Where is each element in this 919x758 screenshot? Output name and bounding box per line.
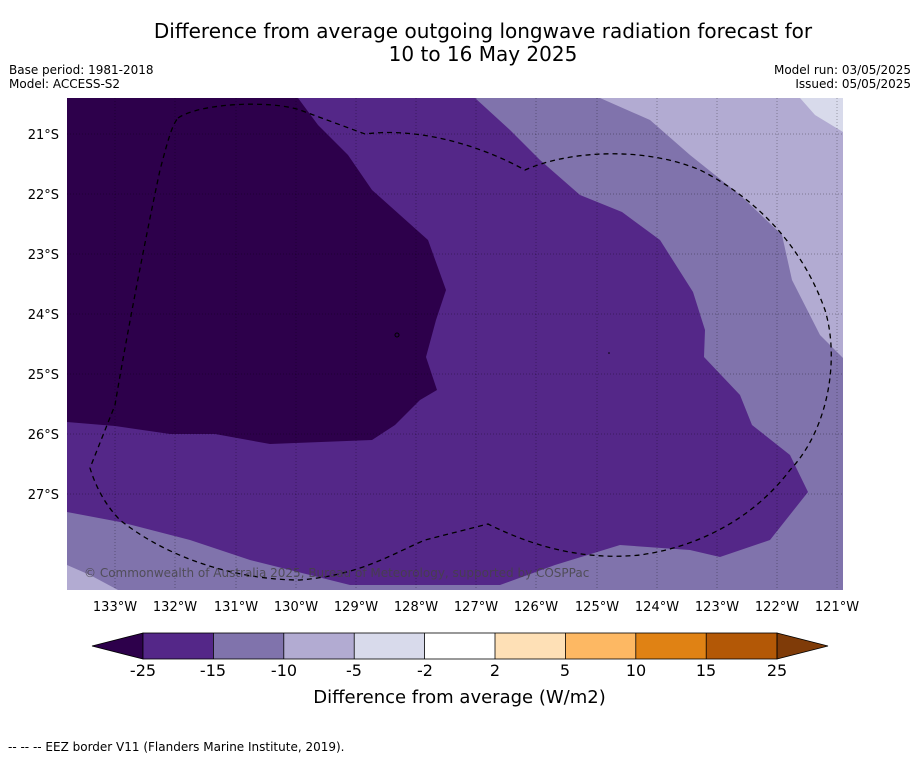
colorbar-swatch: [143, 633, 214, 659]
lon-label: 123°W: [695, 600, 739, 615]
colorbar-swatch: [635, 633, 707, 659]
meta-left: Base period: 1981-2018 Model: ACCESS-S2: [9, 63, 154, 91]
lon-label: 126°W: [514, 600, 558, 615]
colorbar-tick: -25: [130, 661, 156, 680]
colorbar-swatch: [706, 633, 777, 659]
colorbar-swatch: [495, 633, 566, 659]
lon-label: 132°W: [153, 600, 197, 615]
colorbar-tick: -2: [417, 661, 433, 680]
lon-label: 127°W: [454, 600, 498, 615]
base-period: Base period: 1981-2018: [9, 63, 154, 77]
lon-label: 131°W: [214, 600, 258, 615]
latitude-labels: 21°S 22°S 23°S 24°S 25°S 26°S 27°S: [28, 128, 59, 503]
lat-label: 27°S: [28, 488, 59, 503]
colorbar-swatch: [213, 633, 284, 659]
lon-label: 125°W: [575, 600, 619, 615]
colorbar-tick: -15: [200, 661, 226, 680]
region-lightest-ne: [800, 98, 843, 132]
chart-title-line2: 10 to 16 May 2025: [388, 42, 578, 66]
colorbar-extend-high: [776, 632, 829, 660]
region-lighter-ne: [600, 98, 843, 358]
colorbar-outline: [142, 632, 778, 660]
lat-label: 25°S: [28, 368, 59, 383]
meta-right: Model run: 03/05/2025 Issued: 05/05/2025: [774, 63, 911, 91]
lat-label: 24°S: [28, 308, 59, 323]
colorbar-label: Difference from average (W/m2): [313, 687, 606, 708]
island-marker: [394, 332, 400, 338]
lat-label: 21°S: [28, 128, 59, 143]
colorbar-swatch: [354, 633, 425, 659]
colorbar-tick: 10: [626, 661, 646, 680]
copyright-text: © Commonwealth of Australia 2025, Bureau…: [84, 566, 589, 580]
colorbar-tick: 15: [696, 661, 716, 680]
chart-title-line1: Difference from average outgoing longwav…: [153, 19, 813, 43]
eez-border-dashed: [89, 103, 832, 581]
region-light-sw: [67, 565, 118, 590]
map-gridlines: [67, 98, 843, 590]
colorbar: [91, 632, 829, 660]
model-run: Model run: 03/05/2025: [773, 63, 911, 77]
colorbar-swatch: [283, 633, 355, 659]
colorbar-tick: 5: [560, 661, 570, 680]
lon-label: 122°W: [755, 600, 799, 615]
olr-anomaly-fills: [67, 98, 843, 590]
issued-date: Issued: 05/05/2025: [795, 77, 911, 91]
longitude-labels: 133°W 132°W 131°W 130°W 129°W 128°W 127°…: [93, 600, 859, 615]
colorbar-tick-labels: -25 -15 -10 -5 -2 2 5 10 15 25: [130, 661, 787, 680]
lon-label: 130°W: [274, 600, 318, 615]
lat-label: 23°S: [28, 248, 59, 263]
model-name: Model: ACCESS-S2: [9, 77, 121, 91]
colorbar-tick: -10: [271, 661, 297, 680]
lat-label: 22°S: [28, 188, 59, 203]
island-marker: [608, 352, 610, 354]
lon-label: 129°W: [334, 600, 378, 615]
colorbar-tick: 2: [490, 661, 500, 680]
colorbar-tick: -5: [346, 661, 362, 680]
colorbar-tick: 25: [767, 661, 787, 680]
colorbar-swatch: [424, 633, 495, 659]
lon-label: 128°W: [394, 600, 438, 615]
lon-label: 133°W: [93, 600, 137, 615]
colorbar-extend-low: [91, 632, 144, 660]
colorbar-swatch: [565, 633, 636, 659]
lat-label: 26°S: [28, 428, 59, 443]
region-below-minus25: [67, 98, 446, 444]
lon-label: 124°W: [635, 600, 679, 615]
lon-label: 121°W: [815, 600, 859, 615]
eez-footnote: -- -- -- EEZ border V11 (Flanders Marine…: [8, 740, 345, 754]
